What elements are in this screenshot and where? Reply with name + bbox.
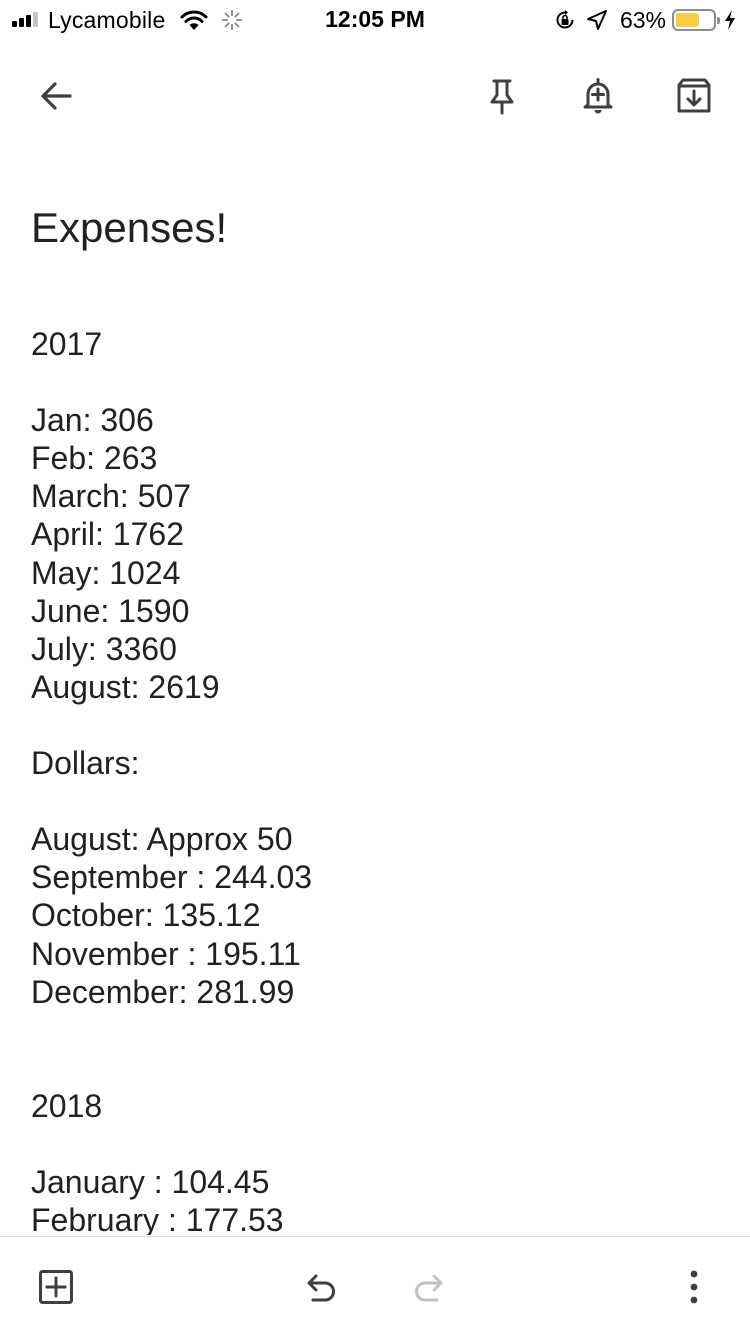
note-line	[31, 363, 721, 401]
archive-icon	[677, 78, 711, 113]
back-button[interactable]	[32, 72, 80, 120]
note-line: Jan: 306	[31, 402, 154, 439]
note-line: October: 135.12	[31, 897, 261, 934]
note-line: March: 507	[31, 478, 192, 515]
note-title-area[interactable]: Expenses!	[31, 200, 721, 256]
signal-icon	[12, 12, 40, 27]
undo-button[interactable]	[296, 1263, 344, 1311]
more-options-icon	[690, 1270, 698, 1304]
note-line: Feb: 263	[31, 440, 158, 477]
note-line	[31, 706, 721, 744]
note-line	[31, 782, 721, 820]
note-line: Dollars:	[31, 745, 140, 782]
charging-bolt-icon	[725, 10, 735, 30]
note-line	[31, 1049, 721, 1087]
add-box-icon	[39, 1270, 73, 1304]
note-line: 2018	[31, 1087, 103, 1124]
note-toolbar	[0, 56, 750, 136]
note-line: April: 1762	[31, 516, 184, 553]
note-line	[31, 1011, 721, 1049]
note-line	[31, 1125, 721, 1163]
note-line: December: 281.99	[31, 973, 295, 1010]
signal-bar	[33, 12, 38, 27]
signal-bar	[19, 18, 24, 27]
archive-button[interactable]	[670, 72, 718, 120]
battery-level	[676, 13, 699, 27]
note-title[interactable]: Expenses!	[31, 204, 228, 251]
activity-spinner-icon	[222, 10, 243, 30]
orientation-lock-icon	[556, 10, 574, 29]
remind-me-button[interactable]	[574, 72, 622, 120]
battery-icon	[672, 9, 720, 31]
status-time: 12:05 PM	[325, 6, 425, 32]
add-reminder-icon	[583, 78, 613, 114]
note-body[interactable]: 2017 Jan: 306 Feb: 263 March: 507 April: 176…	[31, 325, 721, 1235]
signal-bar	[12, 21, 17, 27]
more-options-button[interactable]	[670, 1263, 718, 1311]
note-line: November : 195.11	[31, 935, 301, 972]
status-bar-left: Lycamobile	[12, 6, 243, 34]
pin-icon	[490, 79, 514, 115]
note-line: September : 244.03	[31, 859, 313, 896]
wifi-icon	[180, 10, 208, 30]
note-bottom-bar	[0, 1236, 750, 1334]
battery-percent: 63%	[619, 6, 666, 33]
back-arrow-icon	[41, 82, 72, 110]
note-line: January : 104.45	[31, 1164, 270, 1201]
note-line: June: 1590	[31, 592, 190, 629]
signal-bar	[26, 15, 31, 27]
status-bar: Lycamobile 12:05 PM	[0, 0, 750, 40]
redo-button[interactable]	[406, 1263, 454, 1311]
pin-button[interactable]	[478, 72, 526, 120]
note-line: August: 2619	[31, 668, 220, 705]
note-line: February : 177.53	[31, 1202, 284, 1235]
note-line: May: 1024	[31, 554, 181, 591]
note-line: 2017	[31, 326, 103, 362]
add-content-button[interactable]	[32, 1263, 80, 1311]
note-line: July: 3360	[31, 630, 177, 667]
redo-icon	[415, 1274, 443, 1302]
carrier-name: Lycamobile	[48, 6, 166, 33]
status-bar-right: 63%	[544, 6, 736, 34]
undo-icon	[307, 1274, 335, 1302]
location-arrow-icon	[586, 10, 607, 30]
note-line: August: Approx 50	[31, 821, 293, 858]
